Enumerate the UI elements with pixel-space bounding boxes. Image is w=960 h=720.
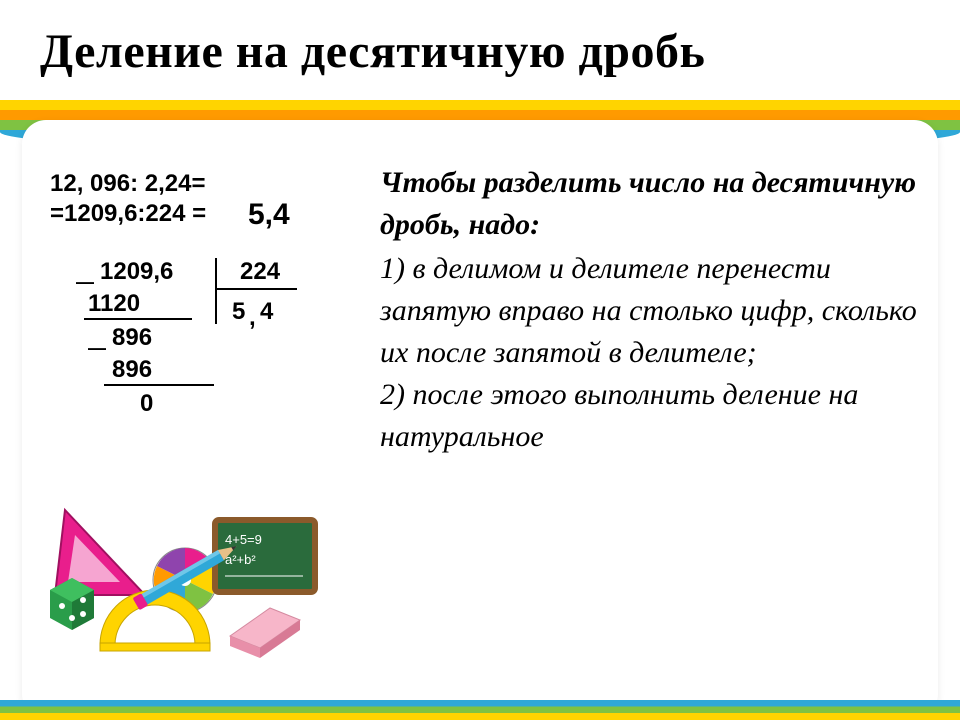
rainbow-bottom-stripe <box>0 700 960 720</box>
ld-quotient-right: 4 <box>260 298 273 326</box>
ld-quotient-left: 5 <box>232 298 245 326</box>
rule-text-block: Чтобы разделить число на десятичную дроб… <box>380 162 940 458</box>
problem-expression-line1: 12, 096: 2,24= <box>50 170 205 198</box>
math-tools-illustration: 4+5=9 a²+b² <box>50 500 330 660</box>
ld-step2-rem: 896 <box>112 324 152 352</box>
problem-answer: 5,4 <box>248 198 290 232</box>
ld-minus-2: — <box>88 338 106 359</box>
ld-step1-sub: 1120 <box>88 290 140 318</box>
ld-divisor: 224 <box>240 258 280 286</box>
problem-expression-line2: =1209,6:224 = <box>50 200 206 228</box>
rule-step-1: 1) в делимом и делителе перенести запяту… <box>380 248 940 374</box>
ld-final-remainder: 0 <box>140 390 153 418</box>
ld-vertical-line <box>215 258 217 324</box>
ld-quotient-comma: , <box>249 304 256 332</box>
ld-divisor-underline <box>215 288 297 290</box>
page-title: Деление на десятичную дробь <box>40 24 920 79</box>
ld-line-1 <box>84 318 192 320</box>
ld-dividend: 1209,6 <box>100 258 173 286</box>
rule-intro: Чтобы разделить число на десятичную дроб… <box>380 162 940 246</box>
ld-step2-sub: 896 <box>112 356 152 384</box>
ld-line-2 <box>104 384 214 386</box>
svg-text:a²+b²: a²+b² <box>225 552 256 567</box>
rule-step-2: 2) после этого выполнить деление на нату… <box>380 374 940 458</box>
svg-text:4+5=9: 4+5=9 <box>225 532 262 547</box>
